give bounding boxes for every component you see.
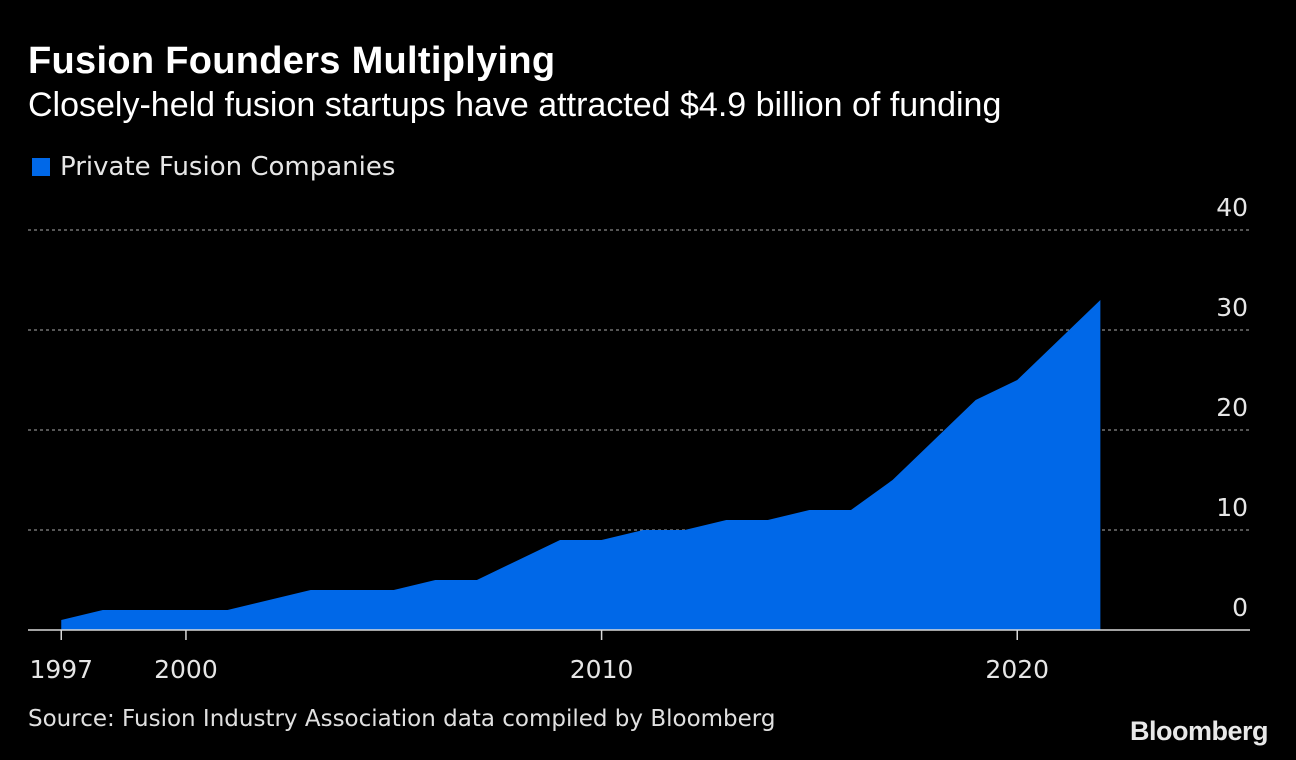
y-tick-label-30: 30 — [1216, 293, 1248, 322]
chart-title: Fusion Founders Multiplying — [28, 40, 556, 82]
x-tick-label-2020: 2020 — [985, 655, 1049, 684]
x-tick-label-2010: 2010 — [570, 655, 634, 684]
y-tick-label-0: 0 — [1232, 593, 1248, 622]
legend-swatch — [32, 158, 50, 176]
y-tick-label-10: 10 — [1216, 493, 1248, 522]
chart-subtitle: Closely-held fusion startups have attrac… — [28, 86, 1002, 124]
x-tick-label-1997: 1997 — [29, 655, 93, 684]
legend: Private Fusion Companies — [32, 152, 395, 182]
legend-label: Private Fusion Companies — [60, 152, 396, 182]
y-tick-label-20: 20 — [1216, 393, 1248, 422]
area-series-private-fusion-companies — [61, 300, 1101, 630]
x-tick-label-2000: 2000 — [154, 655, 218, 684]
bloomberg-logo: Bloomberg — [1129, 716, 1269, 746]
y-tick-label-40: 40 — [1216, 193, 1248, 222]
source-note: Source: Fusion Industry Association data… — [28, 706, 776, 732]
